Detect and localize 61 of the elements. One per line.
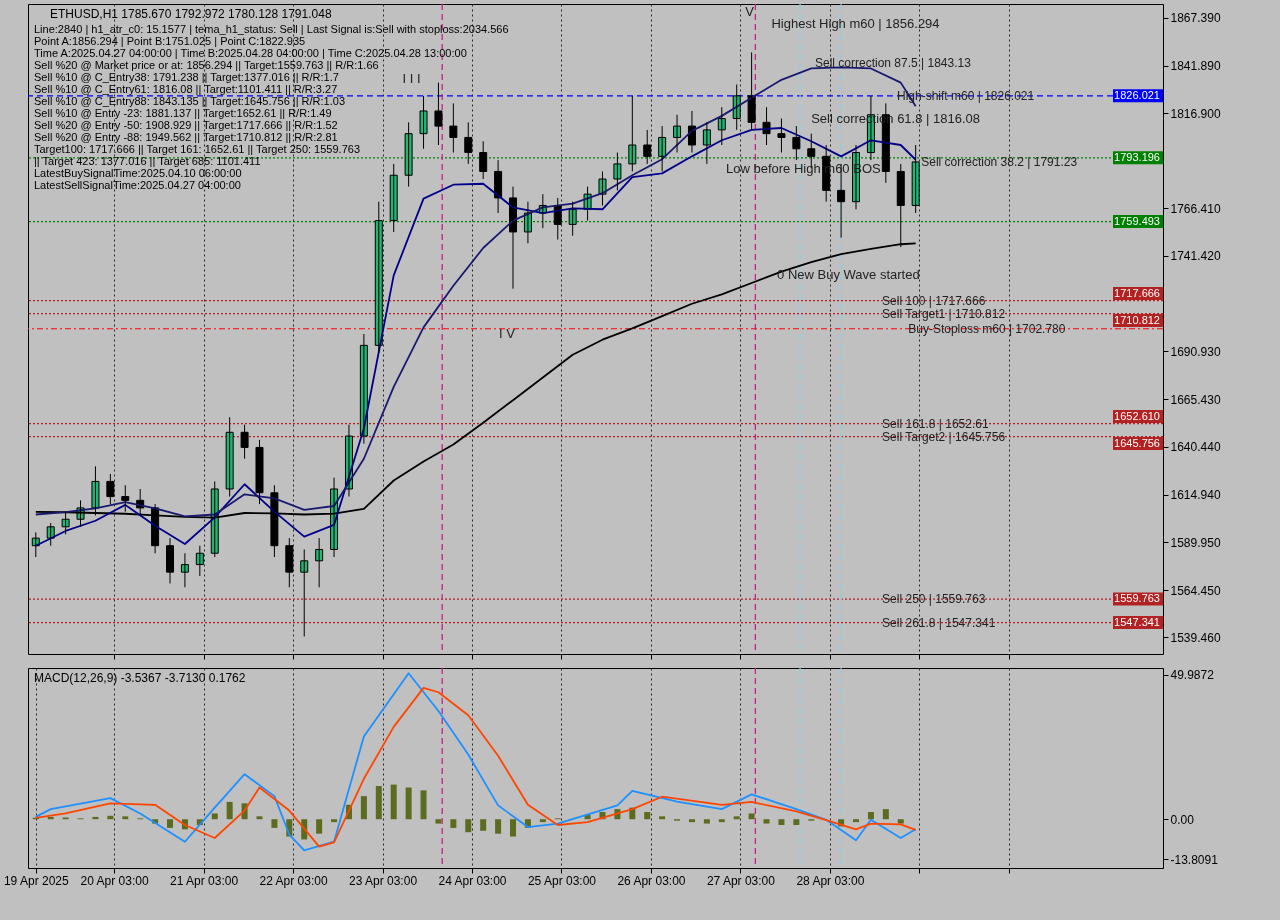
annotation: Sell 100 | 1717.666 [882,293,986,308]
annotation: Time A:2025.04.27 04:00:00 | Time B:2025.04.28 04:00:00 | Time C:2025.04.28 13:00:00 [34,47,467,59]
annotation: Sell 161.8 | 1652.61 [882,416,989,431]
x-tick-label: 27 Apr 03:00 [706,873,776,888]
y-tick-label: 1841.890 [1170,59,1221,74]
annotation: Sell Target1 | 1710.812 [882,306,1006,321]
annotation: Point A:1856.294 | Point B:1751.025 | Point C:1822.935 [34,35,306,47]
annotation: LatestBuySignalTime:2025.04.10 06:00:00 [34,167,242,179]
annotation: Sell 261.8 | 1547.341 [882,615,996,630]
x-tick-label: 26 Apr 03:00 [617,873,686,888]
annotation: Line:2840 | h1_atr_c0: 15.1577 | tema_h1_status: Sell | Last Signal is:Sell with stoploss:2034.566 [34,23,509,35]
annotation: LatestSellSignalTime:2025.04.27 04:00:00 [34,179,241,191]
annotation: Target100: 1717.666 || Target 161: 1652.61 || Target 250: 1559.763 || Target 423: 1377.016 || Target 685: 1101.411 [34,143,361,167]
annotation: V [745,4,755,19]
y-tick-label: 1539.460 [1170,630,1221,645]
annotation: Sell 250 | 1559.763 [882,592,986,607]
annotation: Sell %10 @ Entry -23: 1881.137 || Target:1652.61 || R/R:1.49 [34,107,332,119]
ref-line-label: 1645.756 [1114,436,1160,449]
y-tick-label: 49.9872 [1170,668,1215,683]
ref-line-label: 1559.763 [1114,592,1160,605]
annotation: Sell %20 @ Entry -50: 1908.929 || Target:1717.666 || R/R:1.52 [34,119,338,131]
y-tick-label: 1564.450 [1170,583,1221,598]
x-tick-label: 21 Apr 03:00 [170,873,239,888]
ref-line-label: 1759.493 [1114,214,1160,227]
y-tick-label: 1640.440 [1170,440,1221,455]
annotation: Sell correction 87.5 | 1843.13 [815,56,972,71]
annotation: Sell Target2 | 1645.756 [882,429,1006,444]
annotation: Sell %10 @ C_Entry61: 1816.08 || Target:1101.411 || R/R:3.27 [34,83,338,95]
y-tick-label: 1766.410 [1170,201,1221,216]
annotation: Sell %10 @ C_Entry88: 1843.135 || Target:1645.756 || R/R:1.03 [34,95,346,107]
ref-line-label: 1710.812 [1114,313,1160,326]
x-tick-label: 28 Apr 03:00 [796,873,865,888]
y-tick-label: 1690.930 [1170,344,1221,359]
y-tick-label: 1741.420 [1170,249,1221,264]
annotation: Sell %20 @ Entry -88: 1949.562 || Target:1710.812 || R/R:2.81 [34,131,338,143]
ref-line-label: 1717.666 [1114,286,1160,299]
annotation: I V [499,325,516,341]
x-tick-label: 20 Apr 03:00 [80,873,149,888]
y-tick-label: 1665.430 [1170,392,1221,407]
x-tick-label: 22 Apr 03:00 [259,873,328,888]
annotation: I I I [402,70,421,86]
y-tick-label: 1589.950 [1170,535,1221,550]
y-tick-label: 1816.900 [1170,106,1221,121]
y-tick-label: 0.00 [1170,812,1195,827]
chart-title: ETHUSD,H1 1785.670 1792.972 1780.128 1791.048 [50,7,332,21]
annotation: Sell %10 @ C_Entry38: 1791.238 || Target:1377.016 || R/R:1.7 [34,71,339,83]
ref-line-label: 1547.341 [1114,615,1160,628]
x-tick-label: 24 Apr 03:00 [438,873,507,888]
y-tick-label: 1867.390 [1170,11,1221,26]
ref-line-label: 1652.610 [1114,409,1160,422]
annotation: Sell %20 @ Market price or at: 1856.294 || Target:1559.763 || R/R:1.66 [34,59,379,71]
annotation: Sell correction 38.2 | 1791.23 [921,154,1078,169]
x-tick-label: 19 Apr 2025 [3,873,69,888]
y-tick-label: -13.8091 [1170,852,1219,867]
annotation: Highest High m60 | 1856.294 [771,15,940,31]
ref-line-label: 1826.021 [1114,88,1160,101]
chart-title: MACD(12,26,9) -3.5367 -3.7130 0.1762 [34,671,246,685]
ref-line-label: 1793.196 [1114,150,1160,163]
x-tick-label: 23 Apr 03:00 [348,873,418,888]
x-tick-label: 25 Apr 03:00 [527,873,597,888]
y-tick-label: 1614.940 [1170,488,1221,503]
